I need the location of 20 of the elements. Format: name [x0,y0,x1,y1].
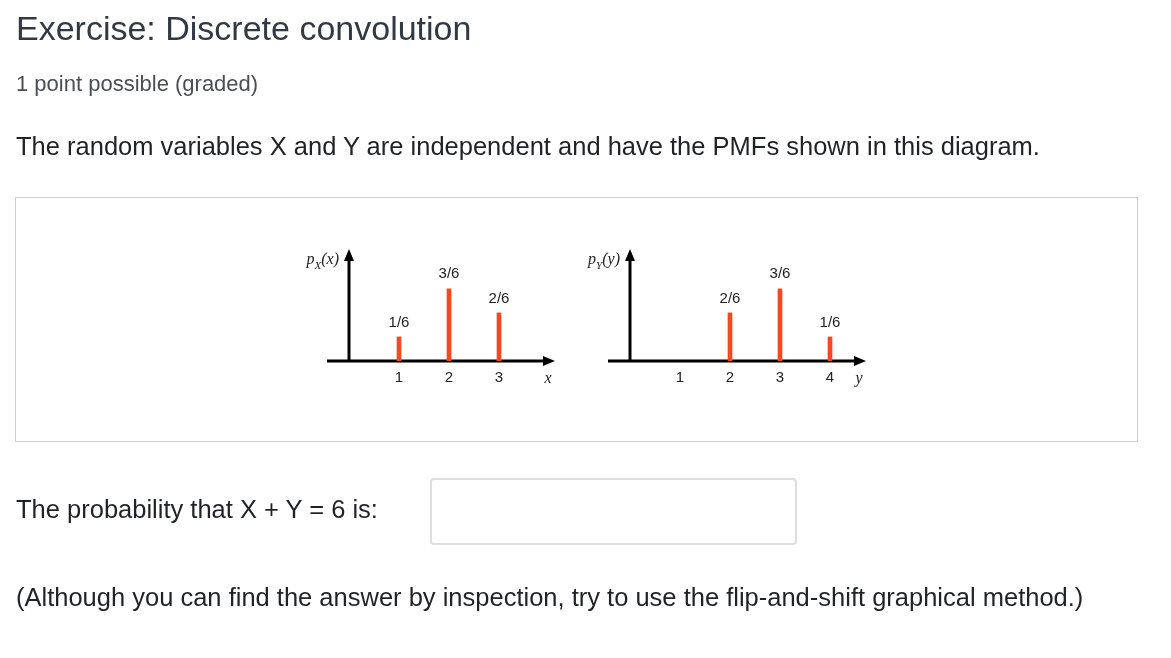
x-tick-label: 1 [394,368,404,386]
data-label: 3/6 [438,264,460,282]
x-tick-label: 1 [675,368,685,386]
x-tick-label: 2 [725,368,735,386]
x-axis-title: y [853,369,864,387]
text: The probability that X + Y = 6 is: [16,494,378,524]
x-tick-label: 2 [444,368,454,386]
x-tick-label: 3 [775,368,785,386]
data-label: 1/6 [388,312,410,330]
x-tick-label: 4 [825,368,835,386]
data-label: 3/6 [769,264,791,282]
chart-title: Exercise: Discrete convolution [16,8,472,48]
x-axis-title: x [543,369,552,386]
text: 1 point possible (graded) [16,71,259,97]
data-label: 2/6 [719,288,741,306]
text: (Although you can find the answer by inspection, try to use the flip-and-shift graphical method.) [16,582,1084,612]
data-label: 2/6 [488,288,510,306]
text: The random variables X and Y are independent and have the PMFs shown in this diagram. [16,131,1040,161]
x-tick-label: 3 [494,368,504,386]
data-label: 1/6 [819,312,841,330]
